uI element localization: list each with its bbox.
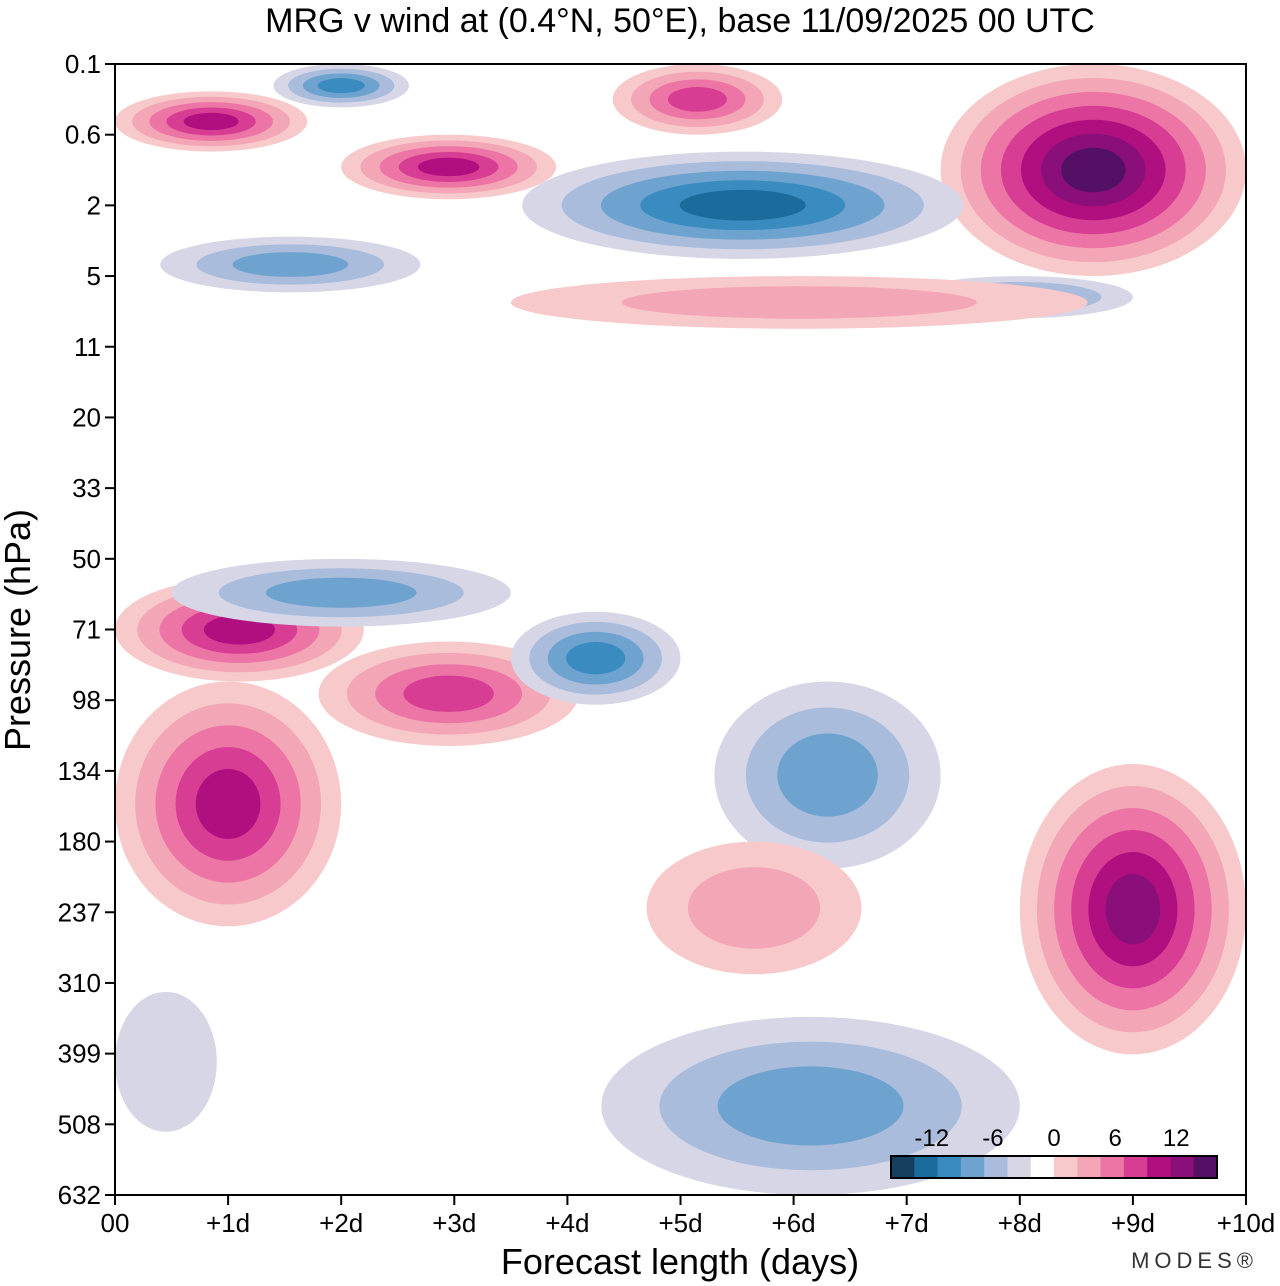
y-tick-label: 180 <box>58 827 101 857</box>
contour-neg-top-day2-level-4 <box>317 78 365 94</box>
y-tick-label: 20 <box>72 402 101 432</box>
colorbar-swatch <box>1007 1156 1032 1178</box>
x-tick-label: +2d <box>319 1208 363 1238</box>
colorbar-swatch <box>1100 1156 1125 1178</box>
y-tick-label: 33 <box>72 473 101 503</box>
y-tick-label: 5 <box>87 261 101 291</box>
x-tick-label: +5d <box>658 1208 702 1238</box>
colorbar-swatch <box>1054 1156 1078 1178</box>
y-tick-label: 237 <box>58 897 101 927</box>
contour-neg-day4-80-level-4 <box>566 642 626 675</box>
colorbar-tick-label: 0 <box>1047 1125 1060 1152</box>
contour-neg-day4-7-lower-level-3 <box>717 1066 904 1146</box>
colorbar-frame <box>890 1155 1218 1179</box>
colorbar-swatch <box>984 1156 1008 1178</box>
contour-neg-day0-399-level-1 <box>115 991 217 1132</box>
contour-field <box>115 64 1246 1195</box>
brand-logo-text: MODES® <box>1131 1248 1258 1273</box>
y-tick-label: 71 <box>72 615 101 645</box>
y-tick-label: 632 <box>58 1180 101 1210</box>
colorbar-swatch <box>1077 1156 1102 1178</box>
contour-pos-day0-low71-level-5 <box>203 614 275 645</box>
colorbar-swatch <box>1123 1156 1148 1178</box>
x-tick-label: +9d <box>1111 1208 1155 1238</box>
colorbar-swatch <box>914 1156 939 1178</box>
y-tick-label: 0.1 <box>65 49 101 79</box>
x-tick-label: +4d <box>545 1208 589 1238</box>
x-axis-label: Forecast length (days) <box>501 1241 859 1282</box>
x-axis: 00 +1d +2d +3d +4d +5d +6d +7d +8d +9d +10d <box>101 1195 1276 1238</box>
contour-neg-day1-3-60-level-3 <box>265 577 417 608</box>
contour-pos-band-day4-8-level-2 <box>621 286 977 319</box>
x-tick-label: +8d <box>998 1208 1042 1238</box>
x-tick-label: +7d <box>885 1208 929 1238</box>
y-tick-label: 98 <box>72 685 101 715</box>
contour-neg-day1-2-level-3 <box>232 252 349 277</box>
x-tick-label: +1d <box>206 1208 250 1238</box>
x-tick-label: +6d <box>772 1208 816 1238</box>
y-tick-label: 0.6 <box>65 120 101 150</box>
y-tick-label: 134 <box>58 756 101 786</box>
x-tick-label: +10d <box>1217 1208 1276 1238</box>
colorbar-swatch <box>937 1156 962 1178</box>
contour-pos-upper-day8-10-level-7 <box>1061 147 1126 193</box>
y-tick-label: 399 <box>58 1039 101 1069</box>
colorbar-tick-label: 12 <box>1163 1125 1190 1152</box>
y-axis-label: Pressure (hPa) <box>0 509 38 751</box>
contour-pos-top-day5-level-4 <box>667 87 727 112</box>
colorbar-swatch <box>960 1156 985 1178</box>
colorbar-tick-label: -6 <box>982 1125 1003 1152</box>
colorbar-swatch <box>1170 1156 1195 1178</box>
y-axis: 0.1 0.6 2 5 11 20 33 50 71 98 134 180 237 310 399 508 63… <box>58 49 115 1210</box>
contour-pos-upper-day2-3-level-5 <box>417 157 480 177</box>
colorbar-tick-label: 6 <box>1108 1125 1121 1152</box>
x-tick-label: +3d <box>432 1208 476 1238</box>
y-tick-label: 508 <box>58 1109 101 1139</box>
colorbar-tick-label: -12 <box>914 1125 949 1152</box>
y-tick-label: 310 <box>58 968 101 998</box>
contour-neg-upper-day5-7-level-5 <box>679 189 806 221</box>
y-tick-label: 2 <box>87 190 101 220</box>
contour-pos-day5-6-230-level-2 <box>687 867 821 949</box>
contour-pos-day2-4-98-level-4 <box>403 675 494 712</box>
chart-title: MRG v wind at (0.4°N, 50°E), base 11/09/… <box>265 2 1095 40</box>
colorbar: -12 -6 0 6 12 <box>890 1125 1218 1179</box>
colorbar-swatch <box>1147 1156 1171 1178</box>
contour-pos-stratosphere-top-early-level-5 <box>183 112 239 131</box>
contour-pos-day0-lower-level-5 <box>195 768 261 839</box>
colorbar-swatch <box>891 1156 915 1178</box>
y-tick-label: 11 <box>74 332 101 362</box>
x-tick-label: 00 <box>101 1208 130 1238</box>
contour-pos-day9-10-200-level-6 <box>1105 874 1161 945</box>
contour-neg-day6-120-level-3 <box>777 733 878 817</box>
y-tick-label: 50 <box>72 544 101 574</box>
colorbar-swatch <box>1193 1156 1218 1178</box>
colorbar-swatch <box>1030 1156 1055 1178</box>
